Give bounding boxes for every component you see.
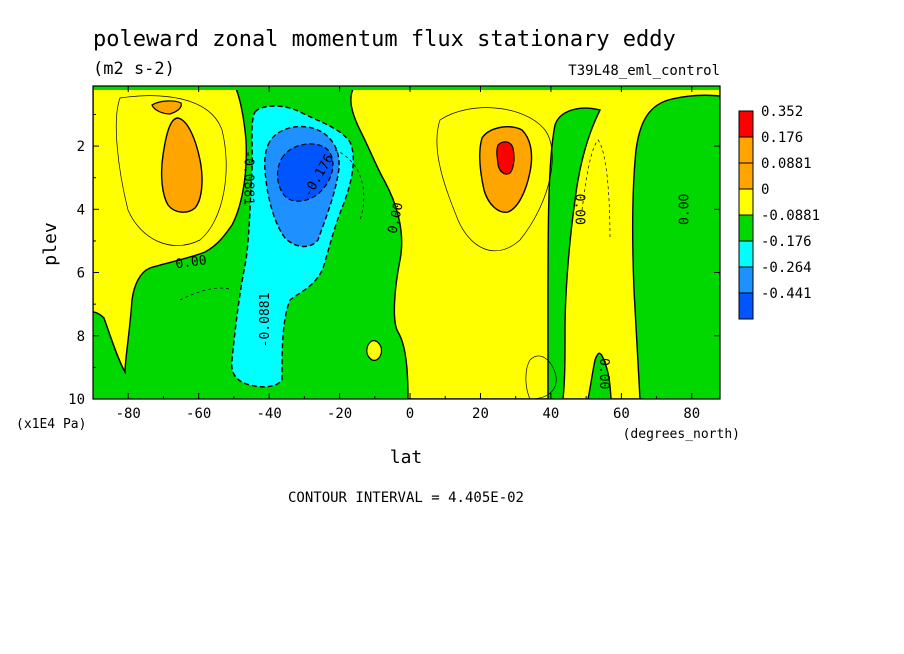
region-strong-positive-nh xyxy=(496,141,515,175)
contour-label: 0.00 xyxy=(572,194,587,225)
contour-label: -0.0881 xyxy=(258,293,273,348)
colorbar-swatch xyxy=(738,188,754,216)
colorbar-label: -0.441 xyxy=(761,286,812,302)
colorbar-label: -0.0881 xyxy=(761,208,820,224)
colorbar-swatch xyxy=(738,292,754,320)
x-tick-label: -20 xyxy=(327,406,352,422)
x-axis-units: (degrees_north) xyxy=(623,427,740,442)
contour-label: 0.00 xyxy=(596,358,611,389)
region-strongest-negative xyxy=(276,143,334,202)
region-weak-positive-nh xyxy=(350,86,720,399)
colorbar-swatch xyxy=(738,266,754,294)
x-tick-label: 60 xyxy=(613,406,630,422)
plot-area xyxy=(93,86,720,399)
colorbar-label: 0.0881 xyxy=(761,156,812,172)
colorbar-label: -0.176 xyxy=(761,234,812,250)
x-tick-label: 40 xyxy=(542,406,559,422)
x-tick-label: -60 xyxy=(186,406,211,422)
colorbar-swatch xyxy=(738,110,754,138)
colorbar-label: 0.176 xyxy=(761,130,803,146)
contour-label: 0.00 xyxy=(175,253,208,272)
colorbar-swatch xyxy=(738,136,754,164)
colorbar-legend: 0.352 0.176 0.0881 0 -0.0881 -0.176 -0.264 -0.4… xyxy=(738,104,820,320)
region-moderate-positive-sh xyxy=(160,117,203,213)
x-tick-label: -40 xyxy=(256,406,281,422)
y-axis-units: (x1E4 Pa) xyxy=(16,417,86,432)
contour-interval-label: CONTOUR INTERVAL = 4.405E-02 xyxy=(288,490,524,506)
contour-label: -0.0881 xyxy=(240,150,255,205)
contour-label: 0.00 xyxy=(385,201,406,235)
y-axis-label: plev xyxy=(40,222,61,265)
colorbar-swatch xyxy=(738,240,754,268)
dataset-label: T39L48_eml_control xyxy=(568,63,720,79)
y-tick-label: 10 xyxy=(68,392,85,408)
colorbar-label: 0 xyxy=(761,182,769,198)
x-tick-label: 20 xyxy=(472,406,489,422)
region-weak-positive-small xyxy=(366,340,383,361)
chart-title: poleward zonal momentum flux stationary … xyxy=(93,27,676,52)
y-tick-label: 2 xyxy=(77,139,85,155)
region-moderate-positive-sh-top xyxy=(151,100,182,115)
y-tick-label: 6 xyxy=(77,266,85,282)
contour-label: 0.00 xyxy=(677,194,692,225)
x-axis: -80 -60 -40 -20 0 20 40 60 80 xyxy=(92,86,700,422)
x-tick-label: 80 xyxy=(683,406,700,422)
x-tick-label: -80 xyxy=(116,406,141,422)
x-axis-label: lat xyxy=(390,447,423,468)
colorbar-swatch xyxy=(738,162,754,190)
y-axis: 2 4 6 8 10 xyxy=(68,113,720,408)
colorbar-label: -0.264 xyxy=(761,260,812,276)
colorbar-label: 0.352 xyxy=(761,104,803,120)
units-label: (m2 s-2) xyxy=(93,59,175,79)
plot-frame xyxy=(92,85,721,400)
x-tick-label: 0 xyxy=(406,406,414,422)
y-tick-label: 8 xyxy=(77,329,85,345)
top-edge-strip xyxy=(93,86,720,90)
thin-contours xyxy=(115,95,611,399)
region-weak-positive-sh xyxy=(93,86,248,375)
y-tick-label: 4 xyxy=(77,202,85,218)
colorbar-swatch xyxy=(738,214,754,242)
